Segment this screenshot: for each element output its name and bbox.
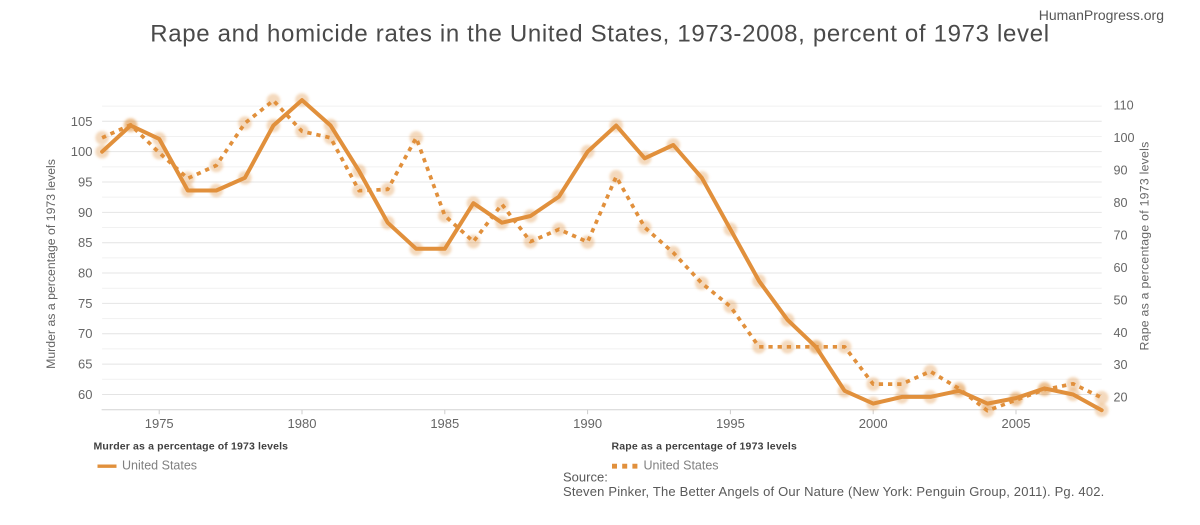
svg-text:HumanProgress.org: HumanProgress.org (1039, 7, 1164, 23)
svg-text:90: 90 (1114, 164, 1128, 178)
svg-text:2000: 2000 (859, 416, 888, 431)
svg-text:50: 50 (1114, 293, 1128, 307)
svg-text:100: 100 (71, 144, 93, 159)
svg-text:60: 60 (78, 387, 92, 402)
svg-text:105: 105 (71, 114, 93, 129)
svg-text:70: 70 (78, 326, 92, 341)
svg-text:United States: United States (122, 459, 197, 473)
svg-text:Murder as a percentage of 1973: Murder as a percentage of 1973 levels (44, 159, 58, 369)
svg-text:Source:: Source: (563, 470, 608, 485)
svg-text:1990: 1990 (573, 416, 602, 431)
svg-text:Rape as a percentage of 1973 l: Rape as a percentage of 1973 levels (1138, 141, 1152, 350)
svg-text:70: 70 (1114, 228, 1128, 242)
svg-text:100: 100 (1114, 131, 1135, 145)
svg-text:Rape as a percentage of 1973 l: Rape as a percentage of 1973 levels (612, 441, 797, 453)
svg-text:110: 110 (1114, 99, 1134, 113)
svg-text:65: 65 (78, 357, 92, 372)
svg-text:Rape and homicide rates in the: Rape and homicide rates in the United St… (150, 21, 1049, 48)
svg-text:2005: 2005 (1002, 416, 1031, 431)
svg-text:1985: 1985 (430, 416, 459, 431)
svg-text:1980: 1980 (288, 416, 317, 431)
svg-text:95: 95 (78, 175, 92, 190)
svg-text:80: 80 (78, 266, 92, 281)
svg-text:30: 30 (1114, 358, 1128, 372)
svg-text:60: 60 (1114, 261, 1128, 275)
svg-text:80: 80 (1114, 196, 1128, 210)
svg-text:1995: 1995 (716, 416, 745, 431)
svg-text:90: 90 (78, 205, 92, 220)
svg-text:20: 20 (1114, 391, 1128, 405)
svg-text:1975: 1975 (145, 416, 174, 431)
svg-text:Steven Pinker, The Better Ange: Steven Pinker, The Better Angels of Our … (563, 484, 1104, 499)
svg-text:40: 40 (1114, 326, 1128, 340)
svg-text:75: 75 (78, 296, 92, 311)
svg-text:85: 85 (78, 235, 92, 250)
svg-text:Murder as a percentage of 1973: Murder as a percentage of 1973 levels (94, 441, 289, 453)
svg-text:United States: United States (644, 459, 719, 473)
